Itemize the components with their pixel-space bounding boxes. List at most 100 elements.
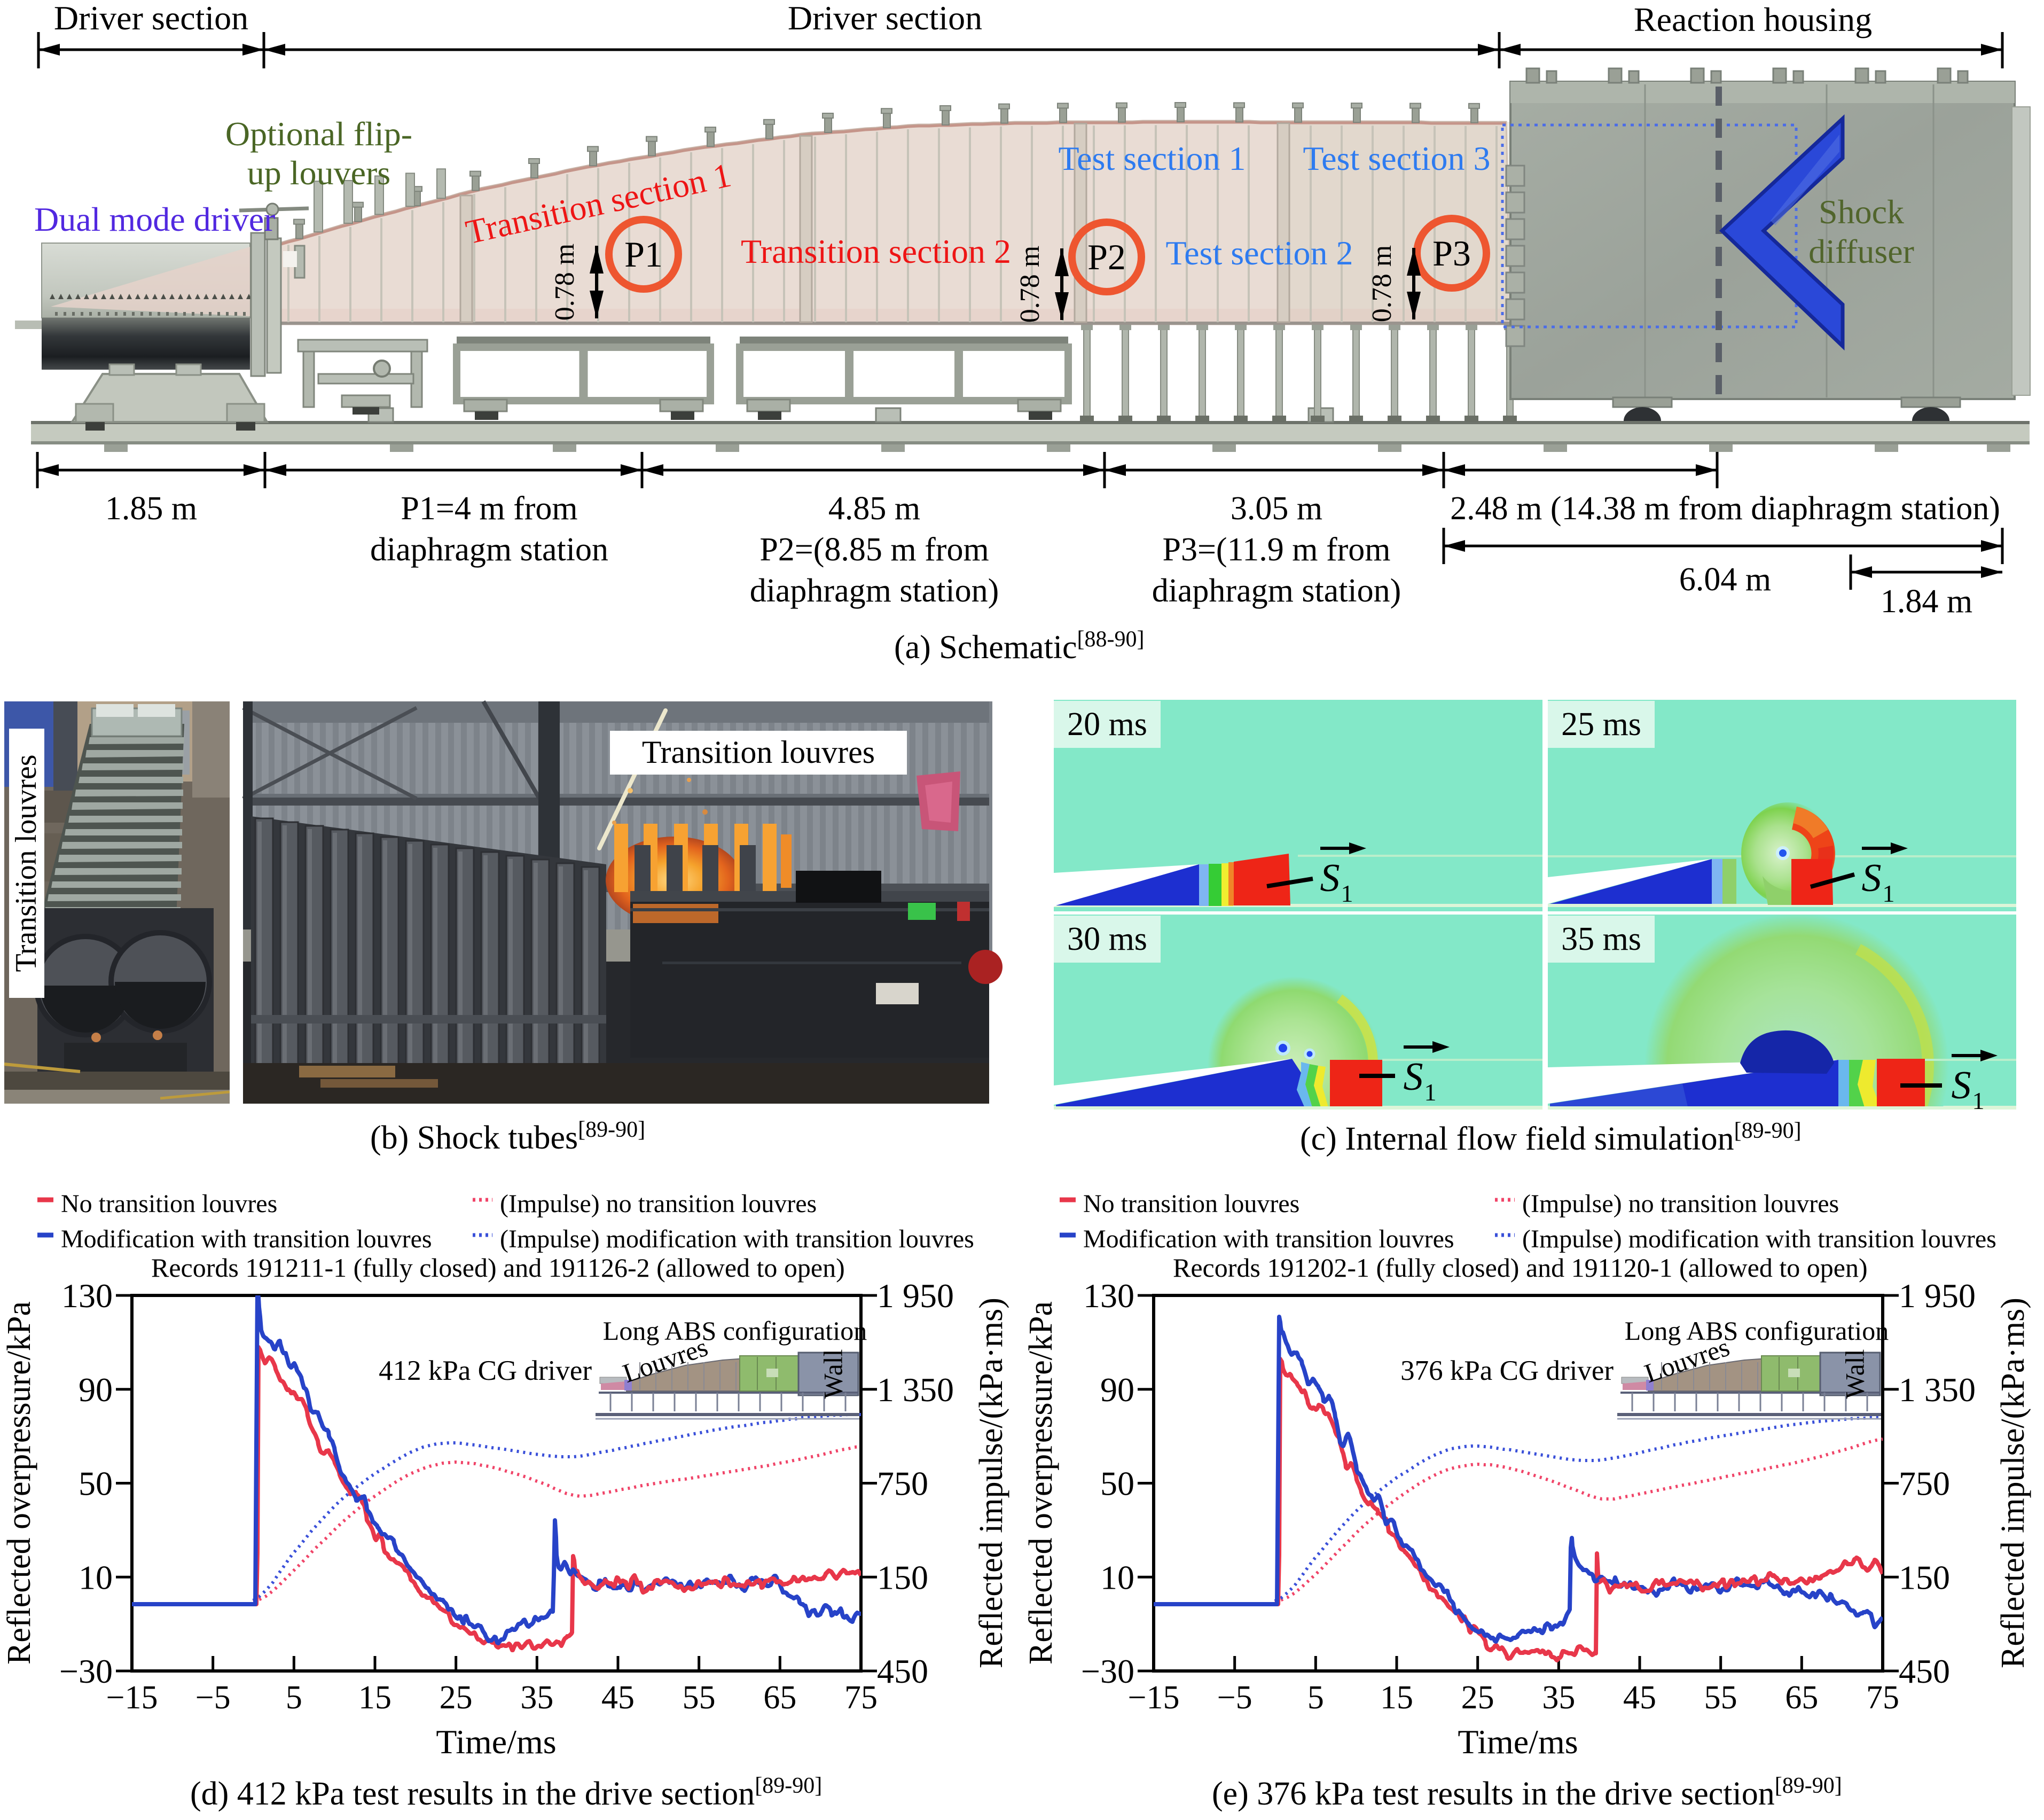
svg-text:75: 75 <box>844 1680 878 1716</box>
svg-text:P2=(8.85 m from: P2=(8.85 m from <box>759 532 989 568</box>
svg-text:55: 55 <box>683 1680 716 1716</box>
svg-text:150: 150 <box>1899 1558 1950 1596</box>
svg-text:35: 35 <box>1542 1680 1575 1716</box>
svg-text:35 ms: 35 ms <box>1561 921 1641 957</box>
svg-text:S: S <box>1320 856 1340 900</box>
svg-text:Test section 2: Test section 2 <box>1166 234 1353 272</box>
svg-text:1.84 m: 1.84 m <box>1881 583 1972 620</box>
svg-text:0.78 m: 0.78 m <box>1367 245 1397 322</box>
svg-text:90: 90 <box>79 1371 113 1409</box>
svg-text:Records 191202-1 (fully closed: Records 191202-1 (fully closed) and 1911… <box>1173 1253 1868 1283</box>
svg-text:P2: P2 <box>1087 237 1126 277</box>
svg-text:130: 130 <box>1083 1277 1134 1315</box>
svg-text:150: 150 <box>877 1558 928 1596</box>
svg-text:Optional flip-: Optional flip- <box>225 115 412 153</box>
svg-text:up louvers: up louvers <box>247 154 390 192</box>
svg-text:15: 15 <box>1380 1680 1413 1716</box>
svg-text:Transition louvres: Transition louvres <box>642 735 875 770</box>
svg-text:65: 65 <box>1785 1680 1818 1716</box>
svg-text:diaphragm station: diaphragm station <box>370 532 608 568</box>
svg-text:S: S <box>1952 1064 1971 1107</box>
svg-text:No transition louvres: No transition louvres <box>1083 1190 1299 1218</box>
svg-text:Records 191211-1 (fully closed: Records 191211-1 (fully closed) and 1911… <box>151 1253 845 1283</box>
svg-text:5: 5 <box>286 1680 302 1716</box>
svg-text:(b) Shock tubes[89-90]: (b) Shock tubes[89-90] <box>370 1118 645 1156</box>
svg-text:Time/ms: Time/ms <box>1458 1723 1578 1761</box>
svg-text:Test section 3: Test section 3 <box>1303 139 1491 177</box>
svg-text:−5: −5 <box>195 1680 231 1716</box>
svg-text:30 ms: 30 ms <box>1067 921 1147 957</box>
svg-text:Reflected impulse/(kPa·ms): Reflected impulse/(kPa·ms) <box>973 1298 1009 1668</box>
svg-text:45: 45 <box>1623 1680 1656 1716</box>
svg-text:1 950: 1 950 <box>877 1277 954 1315</box>
svg-text:Dual mode driver: Dual mode driver <box>34 200 275 238</box>
svg-text:Driver section: Driver section <box>54 0 248 37</box>
svg-text:(Impulse) modification with tr: (Impulse) modification with transition l… <box>500 1225 974 1253</box>
svg-text:(e) 376 kPa test results in th: (e) 376 kPa test results in the drive se… <box>1212 1774 1842 1812</box>
svg-text:Test section 1: Test section 1 <box>1059 139 1246 177</box>
svg-text:Wall: Wall <box>1839 1349 1869 1399</box>
svg-text:90: 90 <box>1100 1371 1134 1409</box>
svg-text:45: 45 <box>601 1680 635 1716</box>
svg-text:376 kPa CG driver: 376 kPa CG driver <box>1400 1355 1614 1386</box>
svg-text:6.04 m: 6.04 m <box>1679 561 1771 598</box>
svg-text:15: 15 <box>358 1680 391 1716</box>
svg-text:No transition louvres: No transition louvres <box>61 1190 277 1218</box>
svg-text:5: 5 <box>1307 1680 1324 1716</box>
svg-text:75: 75 <box>1866 1680 1899 1716</box>
svg-text:diaphragm station): diaphragm station) <box>750 573 999 609</box>
svg-text:Wall: Wall <box>818 1349 848 1399</box>
svg-text:Reaction housing: Reaction housing <box>1634 1 1872 38</box>
svg-text:50: 50 <box>1100 1465 1134 1503</box>
svg-text:diffuser: diffuser <box>1808 232 1914 270</box>
svg-text:Long ABS configuration: Long ABS configuration <box>1625 1316 1889 1346</box>
svg-text:Modification with transition l: Modification with transition louvres <box>1083 1225 1454 1253</box>
svg-text:Long ABS configuration: Long ABS configuration <box>603 1316 867 1346</box>
svg-text:S: S <box>1862 856 1882 900</box>
svg-text:(Impulse) no transition louvre: (Impulse) no transition louvres <box>1522 1190 1839 1218</box>
svg-text:−5: −5 <box>1217 1680 1252 1716</box>
svg-text:20 ms: 20 ms <box>1067 706 1147 743</box>
svg-text:1: 1 <box>1424 1079 1437 1106</box>
svg-text:(d) 412 kPa test results in th: (d) 412 kPa test results in the drive se… <box>190 1774 822 1812</box>
svg-text:P3=(11.9 m from: P3=(11.9 m from <box>1162 532 1390 568</box>
svg-text:450: 450 <box>877 1652 928 1690</box>
svg-text:1: 1 <box>1972 1087 1985 1114</box>
svg-text:3.05 m: 3.05 m <box>1231 490 1322 527</box>
svg-text:Transition section 2: Transition section 2 <box>741 232 1011 270</box>
svg-text:0.78 m: 0.78 m <box>550 244 580 321</box>
svg-text:25: 25 <box>440 1680 473 1716</box>
svg-text:1 950: 1 950 <box>1899 1277 1976 1315</box>
svg-text:1.85 m: 1.85 m <box>105 490 197 527</box>
svg-text:4.85 m: 4.85 m <box>828 490 920 527</box>
svg-text:2.48 m (14.38 m from diaphragm: 2.48 m (14.38 m from diaphragm station) <box>1450 490 2000 527</box>
svg-text:−30: −30 <box>59 1652 113 1690</box>
svg-text:Reflected overpressure/kPa: Reflected overpressure/kPa <box>1023 1301 1059 1665</box>
svg-text:Transition louvres: Transition louvres <box>10 754 43 972</box>
svg-text:P1: P1 <box>624 234 663 275</box>
svg-text:(Impulse) no transition louvre: (Impulse) no transition louvres <box>500 1190 817 1218</box>
svg-text:35: 35 <box>520 1680 553 1716</box>
svg-text:450: 450 <box>1899 1652 1950 1690</box>
svg-text:25 ms: 25 ms <box>1561 706 1641 743</box>
svg-text:1 350: 1 350 <box>1899 1371 1976 1409</box>
svg-text:50: 50 <box>79 1465 113 1503</box>
svg-text:1 350: 1 350 <box>877 1371 954 1409</box>
svg-text:130: 130 <box>61 1277 113 1315</box>
svg-text:1: 1 <box>1341 880 1353 907</box>
svg-text:0.78 m: 0.78 m <box>1015 246 1045 323</box>
svg-text:10: 10 <box>1100 1558 1134 1596</box>
svg-text:Driver section: Driver section <box>788 0 982 37</box>
svg-text:10: 10 <box>79 1558 113 1596</box>
svg-text:750: 750 <box>877 1465 928 1503</box>
svg-text:P3: P3 <box>1432 233 1471 274</box>
svg-text:−15: −15 <box>1128 1680 1180 1716</box>
svg-text:1: 1 <box>1883 880 1895 907</box>
svg-text:Shock: Shock <box>1819 193 1904 231</box>
svg-text:25: 25 <box>1461 1680 1494 1716</box>
svg-text:Modification with transition l: Modification with transition louvres <box>61 1225 432 1253</box>
svg-text:(c) Internal flow field simula: (c) Internal flow field simulation[89-90… <box>1300 1119 1802 1157</box>
svg-text:Reflected impulse/(kPa·ms): Reflected impulse/(kPa·ms) <box>1995 1298 2031 1668</box>
svg-text:Time/ms: Time/ms <box>436 1723 556 1761</box>
svg-text:(Impulse) modification with tr: (Impulse) modification with transition l… <box>1522 1225 1996 1253</box>
